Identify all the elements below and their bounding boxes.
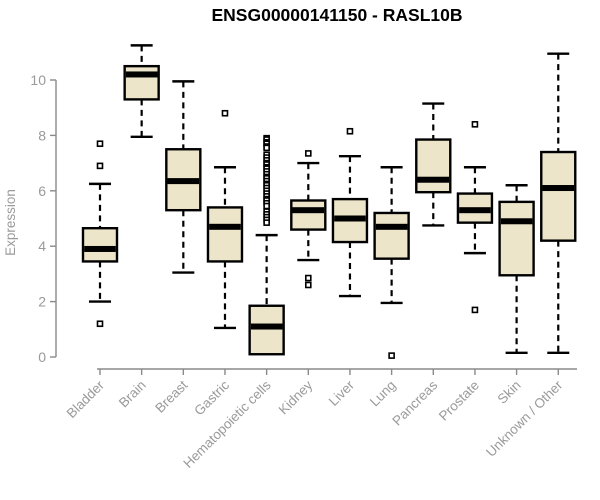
iqr-box [81, 226, 119, 263]
iqr-box [123, 64, 160, 101]
median-line [334, 215, 366, 222]
outlier-point [346, 127, 354, 135]
boxplot-group-liver [331, 127, 369, 298]
iqr-box [415, 138, 452, 194]
x-tick-label-kidney: Kidney [276, 377, 316, 417]
outlier-point [263, 202, 270, 210]
median-line [542, 185, 575, 192]
y-tick-label: 0 [38, 349, 46, 365]
boxplot-group-skin [498, 184, 535, 355]
x-tick-label-pancreas: Pancreas [389, 377, 440, 428]
median-line [500, 218, 533, 225]
y-tick-label: 4 [38, 238, 46, 254]
y-tick-label: 6 [38, 183, 46, 199]
median-line [459, 207, 491, 214]
median-line [250, 323, 283, 330]
outlier-point [471, 121, 479, 128]
boxplot-group-gastric [206, 109, 244, 330]
x-tick-label-unknown-other: Unknown / Other [483, 377, 566, 460]
y-axis-title: Expression [3, 189, 18, 256]
iqr-box [373, 211, 410, 260]
outlier-point [96, 320, 104, 328]
outlier-point [263, 144, 270, 152]
outlier-point [304, 274, 312, 282]
boxplot-group-hematopoietic-cells [248, 134, 285, 356]
boxplot-group-bladder [81, 140, 119, 328]
x-tick-label-lung: Lung [367, 378, 399, 410]
iqr-box [290, 199, 327, 231]
axes: 0 2 4 6 8 10 Expression Bladder Brain Breast Gastr… [3, 72, 577, 471]
chart-title: ENSG00000141150 - RASL10B [212, 5, 463, 25]
iqr-box [248, 304, 285, 356]
x-tick-label-bladder: Bladder [64, 377, 108, 421]
median-line [84, 245, 116, 252]
x-tick-label-breast: Breast [152, 377, 190, 415]
x-tick-label-gastric: Gastric [191, 377, 232, 418]
x-tick-label-brain: Brain [116, 378, 149, 411]
outlier-point [304, 281, 312, 289]
outlier-point [96, 162, 104, 170]
median-line [167, 178, 200, 185]
outlier-point [263, 219, 270, 226]
median-line [292, 207, 325, 214]
median-line [125, 71, 158, 78]
iqr-box [540, 150, 577, 242]
boxplot-series [81, 44, 577, 359]
boxplot-group-brain [123, 44, 160, 138]
outlier-point [221, 109, 229, 117]
outlier-point [304, 150, 312, 157]
boxplot-group-pancreas [415, 102, 452, 227]
boxplot-group-breast [165, 80, 202, 274]
y-tick-label: 10 [30, 72, 46, 88]
x-tick-label-liver: Liver [326, 377, 358, 409]
median-line [209, 223, 241, 230]
median-line [375, 223, 408, 230]
outlier-point [388, 352, 395, 359]
outlier-point [471, 306, 479, 314]
boxplot-group-unknown-other [540, 52, 577, 355]
x-tick-label-prostate: Prostate [436, 378, 482, 424]
boxplot-group-lung [373, 166, 410, 359]
median-line [417, 176, 450, 183]
y-tick-label: 2 [38, 294, 46, 310]
boxplot-group-prostate [456, 121, 494, 314]
iqr-box [206, 206, 244, 263]
boxplot-group-kidney [290, 150, 327, 289]
x-tick-label-skin: Skin [495, 378, 524, 407]
y-tick-label: 8 [38, 127, 46, 143]
outlier-point [96, 140, 104, 148]
iqr-box [498, 200, 535, 277]
